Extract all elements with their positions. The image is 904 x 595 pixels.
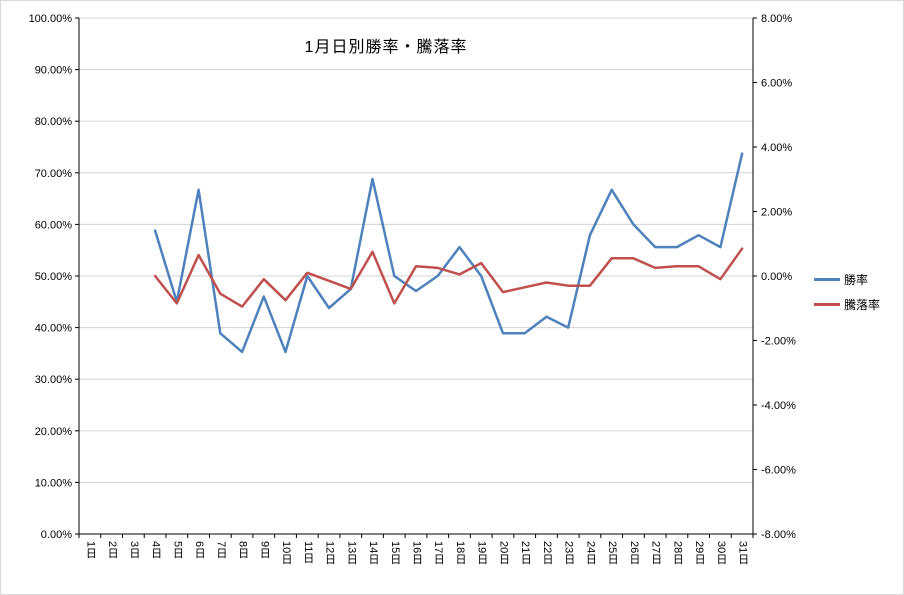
svg-text:10.00%: 10.00% (35, 477, 73, 489)
legend-line-winrate-icon (814, 278, 840, 281)
svg-text:50.00%: 50.00% (35, 271, 73, 283)
svg-text:80.00%: 80.00% (35, 116, 73, 128)
svg-text:-6.00%: -6.00% (761, 465, 796, 477)
svg-text:60.00%: 60.00% (35, 219, 73, 231)
svg-text:40.00%: 40.00% (35, 323, 73, 335)
legend-label-updown: 騰落率 (844, 298, 881, 312)
chart-legend: 勝率 騰落率 (814, 271, 880, 313)
svg-text:100.00%: 100.00% (29, 13, 73, 25)
legend-item-updown: 騰落率 (814, 296, 880, 313)
svg-text:20.00%: 20.00% (35, 426, 73, 438)
svg-text:0.00%: 0.00% (761, 271, 792, 283)
svg-text:0.00%: 0.00% (41, 529, 72, 541)
legend-label-winrate: 勝率 (844, 273, 869, 287)
legend-item-winrate: 勝率 (814, 271, 880, 288)
svg-text:70.00%: 70.00% (35, 168, 73, 180)
svg-text:90.00%: 90.00% (35, 65, 73, 77)
chart-title: 1月日別勝率・騰落率 (304, 39, 468, 56)
svg-text:2.00%: 2.00% (761, 207, 792, 219)
svg-text:-2.00%: -2.00% (761, 336, 796, 348)
svg-text:30.00%: 30.00% (35, 374, 73, 386)
svg-text:4.00%: 4.00% (761, 142, 792, 154)
svg-text:6.00%: 6.00% (761, 78, 792, 90)
svg-text:-8.00%: -8.00% (761, 529, 796, 541)
svg-text:8.00%: 8.00% (761, 13, 792, 25)
svg-text:-4.00%: -4.00% (761, 400, 796, 412)
legend-line-updown-icon (814, 303, 840, 306)
